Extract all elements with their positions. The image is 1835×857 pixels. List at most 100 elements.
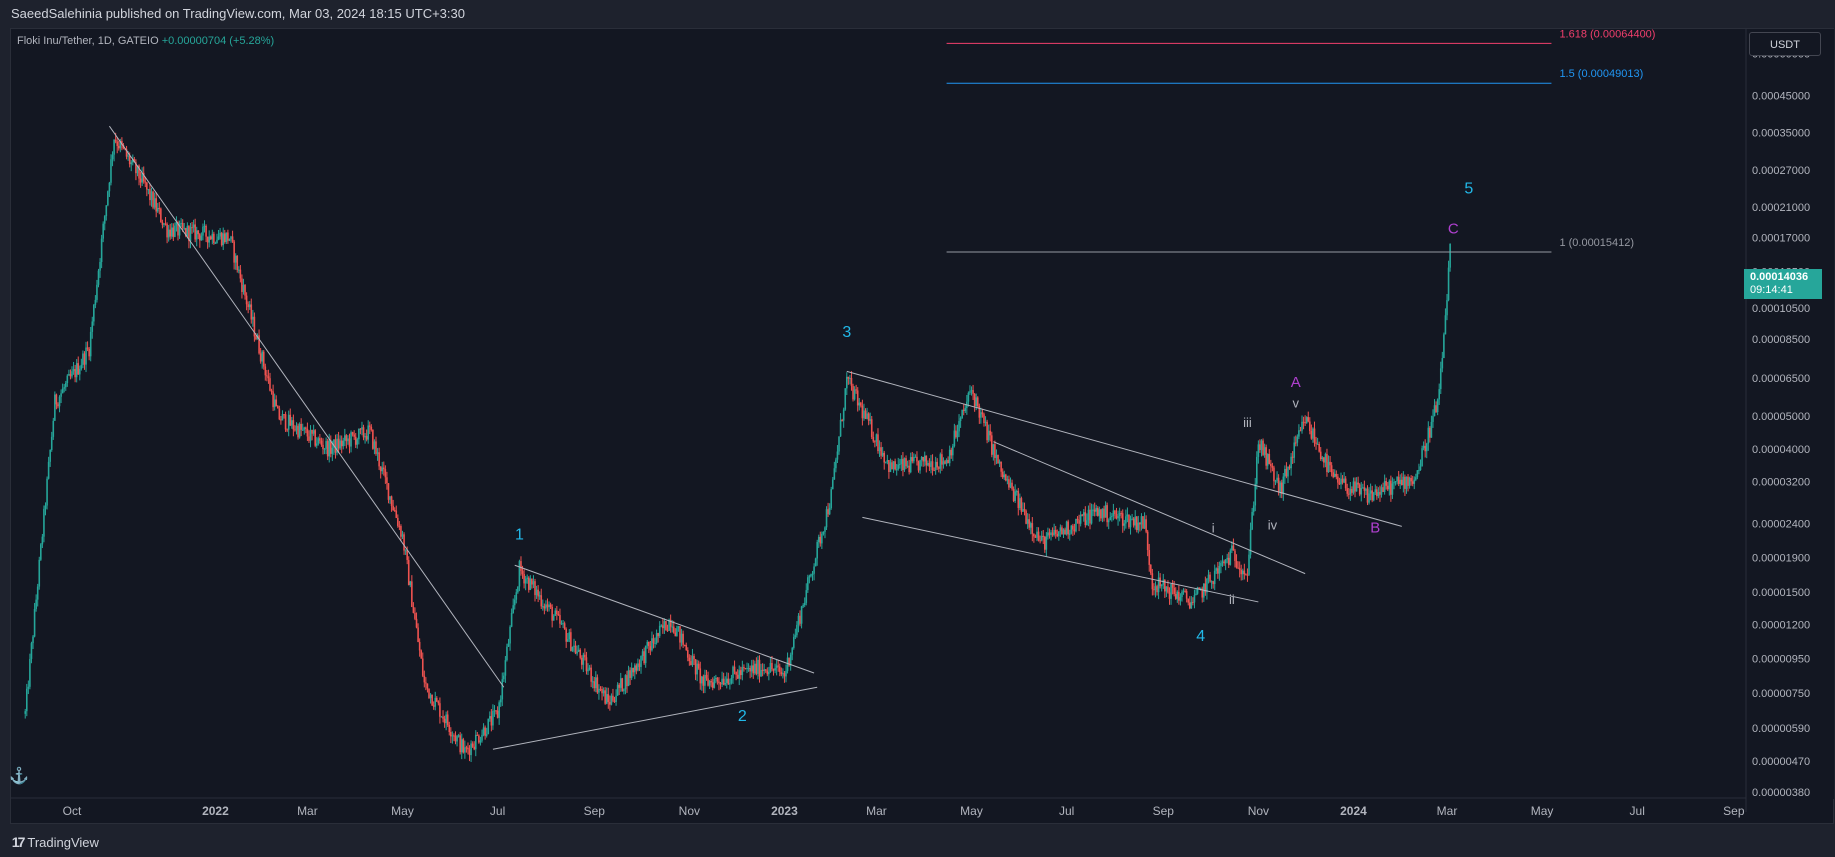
candle-body [133, 158, 136, 163]
candle-body [228, 238, 231, 241]
candle-body [1048, 532, 1051, 536]
candle-body [1449, 243, 1451, 268]
candle-body [387, 483, 390, 500]
candle-body [947, 459, 949, 464]
candle-body [580, 657, 583, 665]
candle-body [540, 595, 543, 607]
y-tick-label: 0.00027000 [1752, 165, 1810, 177]
candle-body [339, 440, 341, 449]
candle-body [142, 172, 145, 182]
candle-body [1340, 478, 1342, 485]
wave-label: i [1212, 521, 1215, 536]
candle-body [906, 465, 909, 467]
candle-body [1135, 516, 1138, 531]
candle-body [839, 419, 842, 437]
axes-layer: 0.000600000.000450000.000350000.00027000… [11, 29, 1834, 818]
x-tick-label: 2023 [771, 804, 798, 818]
candle-body [264, 366, 267, 376]
candle-body [685, 645, 688, 651]
candle-body [520, 561, 522, 572]
candle-body [453, 735, 455, 737]
candle-body [459, 735, 461, 753]
candle-body [738, 670, 741, 679]
y-tick-label: 0.00001900 [1752, 552, 1810, 564]
candle-body [186, 225, 189, 237]
candle-body [579, 649, 582, 658]
candle-body [627, 670, 630, 687]
candle-body [777, 665, 780, 667]
y-tick-label: 0.00001500 [1752, 587, 1810, 599]
candle-body [884, 461, 887, 463]
candle-body [423, 675, 426, 683]
candle-body [1047, 532, 1049, 537]
candle-body [797, 615, 800, 625]
candle-body [425, 682, 427, 684]
candle-body [964, 408, 967, 411]
candle-body [242, 285, 245, 292]
candle-body [808, 576, 811, 578]
candle-body [517, 586, 519, 593]
candle-body [384, 469, 387, 478]
candle-body [1059, 527, 1062, 532]
candle-body [643, 651, 645, 664]
y-tick-label: 0.00004000 [1752, 444, 1810, 456]
candle-body [166, 224, 168, 238]
candle-body [1355, 482, 1358, 492]
candle-body [365, 436, 368, 440]
candle-body [499, 699, 502, 703]
wave-label: 1 [515, 526, 524, 543]
currency-button[interactable]: USDT [1749, 32, 1821, 56]
candle-body [914, 456, 917, 458]
candle-body [1287, 466, 1289, 477]
candle-body [1117, 516, 1119, 519]
candle-body [281, 414, 284, 421]
candle-body [152, 191, 154, 208]
candle-body [1235, 560, 1238, 568]
candle-body [308, 436, 310, 441]
candle-body [994, 444, 996, 458]
candle-body [108, 182, 111, 192]
candle-body [311, 429, 313, 434]
candle-body [1157, 577, 1160, 593]
candle-body [640, 655, 642, 668]
candle-body [1374, 489, 1377, 493]
candle-body [1421, 448, 1423, 467]
candle-body [107, 191, 109, 206]
candle-body [635, 665, 638, 671]
candle-body [457, 735, 460, 737]
candle-body [180, 222, 182, 224]
candle-body [978, 405, 981, 418]
wave-label: 2 [738, 708, 747, 725]
tradingview-brand[interactable]: 17 TradingView [11, 834, 99, 850]
candle-body [266, 375, 268, 377]
candle-body [1288, 466, 1291, 469]
x-tick-label: Mar [297, 804, 318, 818]
candle-body [1111, 516, 1113, 518]
candle-body [194, 224, 196, 240]
candle-body [1324, 453, 1327, 463]
candle-body [686, 650, 689, 658]
candle-body [694, 659, 697, 675]
candle-body [1277, 477, 1280, 492]
candle-body [691, 655, 694, 666]
candle-body [1100, 509, 1102, 519]
candle-body [189, 227, 192, 241]
candle-body [359, 428, 362, 430]
candle-body [1095, 508, 1098, 512]
candle-body [817, 536, 820, 543]
candle-body [305, 427, 307, 429]
candle-body [1045, 536, 1048, 550]
candle-body [727, 678, 730, 685]
candle-body [1037, 531, 1040, 541]
candle-body [1380, 487, 1383, 495]
candle-body [973, 393, 976, 407]
candle-body [50, 436, 53, 450]
candle-body [155, 198, 157, 212]
candle-body [1319, 451, 1322, 460]
candle-body [1109, 516, 1112, 521]
candle-body [690, 661, 692, 666]
candle-body [177, 222, 179, 236]
candle-body [493, 710, 496, 712]
candle-body [955, 430, 957, 438]
